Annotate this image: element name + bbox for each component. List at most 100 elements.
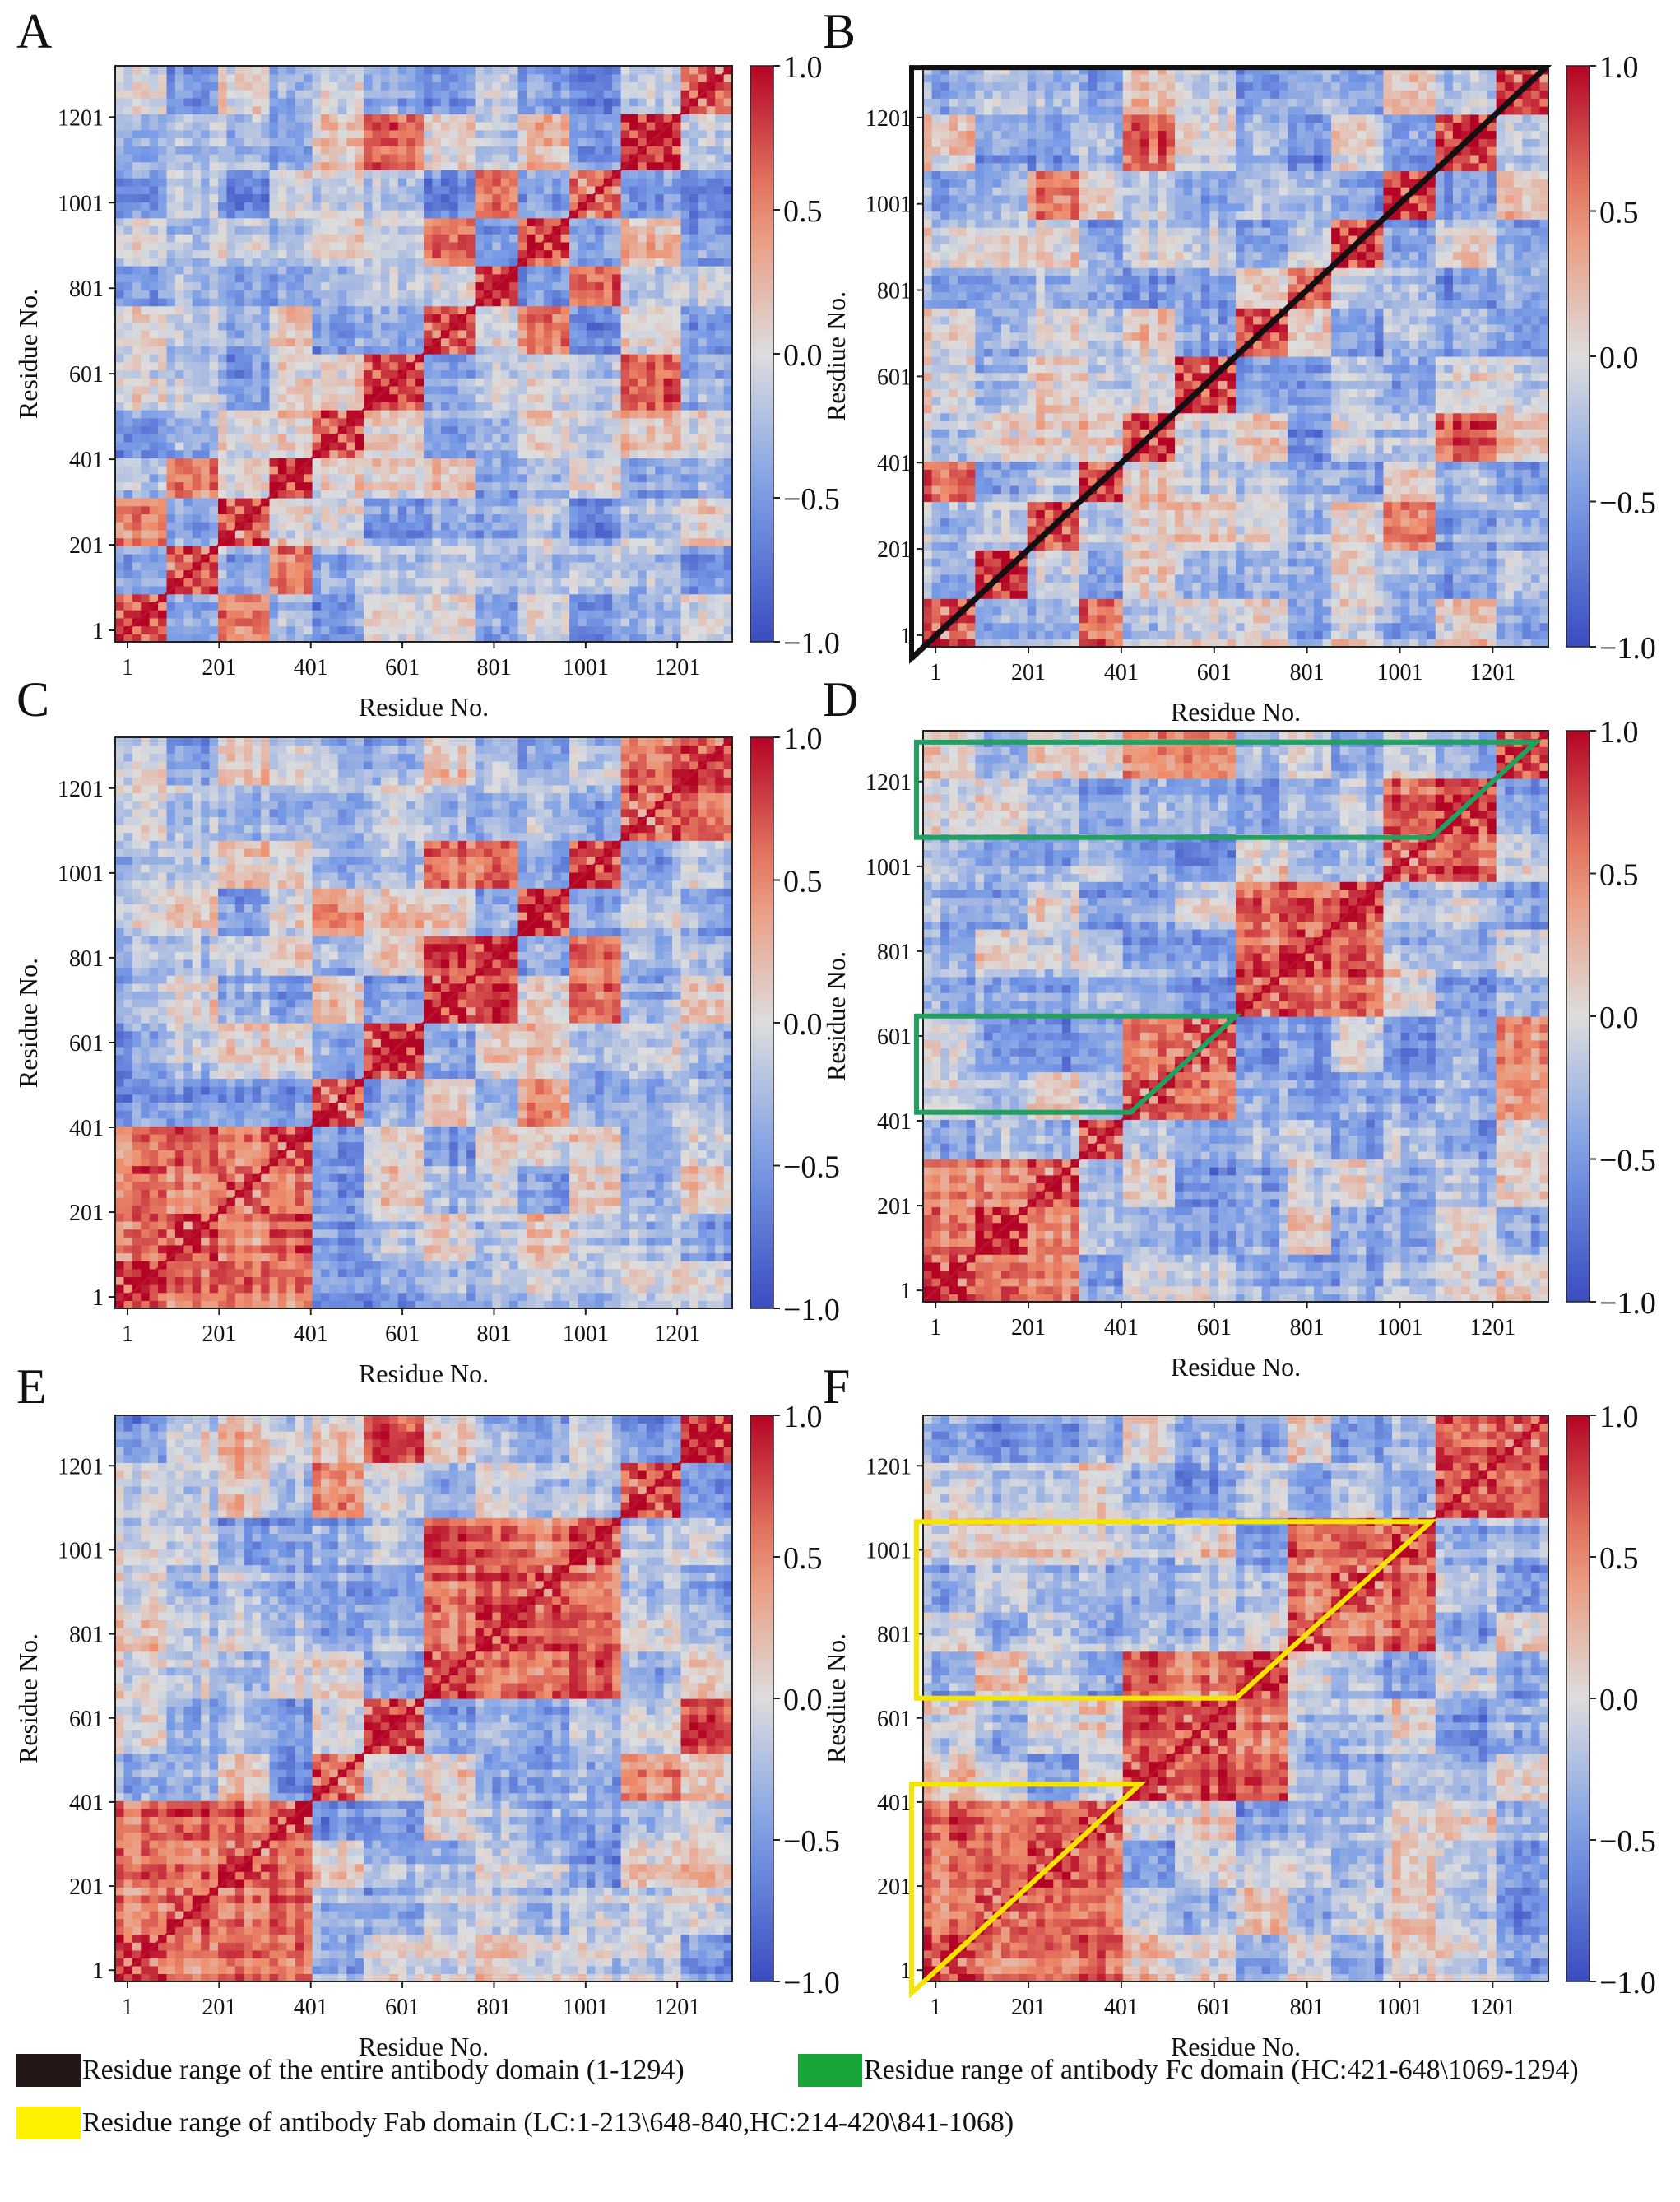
- x-tick-label: 201: [1011, 1315, 1046, 1340]
- colorbar-tick-label: 0.5: [1599, 858, 1639, 893]
- colorbar-tick-label: −1.0: [1599, 631, 1656, 666]
- x-axis-label: Residue No.: [359, 1359, 489, 1388]
- y-tick-label: 801: [69, 1623, 104, 1648]
- x-axis-label: Residue No.: [1171, 2032, 1301, 2061]
- colorbar-tick-label: −0.5: [1599, 1144, 1656, 1178]
- x-tick-label: 601: [1197, 660, 1232, 685]
- colorbar-tick-label: −0.5: [1599, 486, 1656, 521]
- y-tick-label: 201: [877, 537, 912, 563]
- y-tick-label: 1: [900, 624, 912, 649]
- y-tick-label: 201: [877, 1194, 912, 1219]
- colorbar: 1.0 0.5 0.0 −0.5 −1.0: [750, 1400, 840, 2000]
- y-tick-label: 1001: [866, 855, 912, 880]
- x-tick-label: 201: [1011, 660, 1046, 685]
- panel-d: D1 201 401 601 801 1001 1201120140160180110011…: [821, 672, 1656, 1382]
- y-tick-label: 1001: [58, 1538, 104, 1563]
- x-tick-label: 401: [294, 1322, 328, 1347]
- y-axis-label: Residue No.: [13, 289, 43, 419]
- x-tick-label: 1001: [1376, 1315, 1422, 1340]
- y-tick-label: 601: [69, 1031, 104, 1057]
- colorbar-tick-label: 0.0: [783, 1683, 823, 1717]
- x-tick-label: 1: [930, 1995, 941, 2020]
- x-tick-label: 601: [385, 1995, 420, 2020]
- x-tick-label: 1: [930, 660, 941, 685]
- x-tick-label: 601: [385, 655, 420, 681]
- x-tick-label: 801: [1290, 1315, 1325, 1340]
- x-tick-label: 1001: [1376, 660, 1422, 685]
- heatmap-c: [115, 737, 733, 1309]
- y-tick-label: 1: [900, 1279, 912, 1304]
- colorbar-tick-label: 0.5: [1599, 1541, 1639, 1576]
- heatmap-f: [923, 1415, 1549, 1982]
- x-tick-label: 201: [202, 1322, 236, 1347]
- panel-label: A: [16, 4, 52, 58]
- colorbar-tick-label: −1.0: [783, 1966, 840, 2000]
- x-tick-label: 201: [202, 655, 236, 681]
- y-tick-label: 401: [877, 451, 912, 476]
- y-tick-label: 1001: [58, 191, 104, 216]
- colorbar-tick-label: −0.5: [783, 1824, 840, 1859]
- y-tick-label: 1: [900, 1958, 912, 1984]
- y-tick-label: 1: [92, 1958, 104, 1984]
- y-tick-label: 1201: [58, 1454, 104, 1480]
- y-tick-label: 1201: [58, 105, 104, 131]
- colorbar-tick-label: 0.0: [783, 1007, 823, 1042]
- legend-item-fc-domain: Residue range of antibody Fc domain (HC:…: [798, 2054, 1579, 2087]
- y-tick-label: 1: [92, 619, 104, 644]
- panel-label: C: [16, 672, 49, 727]
- x-tick-label: 1: [930, 1315, 941, 1340]
- legend-item-entire-domain: Residue range of the entire antibody dom…: [16, 2054, 685, 2087]
- y-tick-label: 601: [877, 1024, 912, 1050]
- heatmap-e: [115, 1415, 733, 1982]
- plot-frame: [114, 65, 733, 643]
- y-tick-label: 1201: [866, 770, 912, 796]
- x-tick-label: 1201: [654, 1322, 700, 1347]
- panel-f: F1 201 401 601 801 1001 1201120140160180110011…: [821, 1359, 1656, 2061]
- colorbar-tick-label: 0.5: [1599, 196, 1639, 230]
- heatmap-b: [923, 66, 1549, 648]
- colorbar-tick-label: 0.0: [1599, 1683, 1639, 1717]
- y-tick-label: 801: [69, 946, 104, 972]
- y-tick-label: 801: [877, 940, 912, 965]
- x-tick-label: 1001: [563, 1995, 609, 2020]
- y-tick-label: 1201: [58, 777, 104, 802]
- colorbar-tick-label: 0.5: [783, 194, 823, 229]
- y-axis-label: Resdiue No.: [821, 291, 851, 421]
- x-tick-label: 401: [1104, 1315, 1139, 1340]
- colorbar-tick-label: −1.0: [1599, 1286, 1656, 1321]
- panel-label: F: [823, 1359, 850, 1414]
- y-tick-label: 201: [69, 1874, 104, 1900]
- y-tick-label: 801: [877, 279, 912, 304]
- x-tick-label: 1201: [654, 655, 700, 681]
- colorbar: 1.0 0.5 0.0 −0.5 −1.0: [750, 722, 840, 1327]
- y-tick-label: 201: [877, 1874, 912, 1900]
- x-axis-label: Residue No.: [1171, 1352, 1301, 1382]
- colorbar-tick-label: 0.0: [1599, 341, 1639, 375]
- colorbar-tick-label: 1.0: [783, 1400, 823, 1434]
- legend-label-fab-domain: Residue range of antibody Fab domain (LC…: [82, 2107, 1014, 2139]
- colorbar: 1.0 0.5 0.0 −0.5 −1.0: [1566, 50, 1656, 666]
- colorbar: 1.0 0.5 0.0 −0.5 −1.0: [1566, 1400, 1656, 2000]
- plot-frame: [114, 736, 733, 1309]
- colorbar-tick-label: −1.0: [783, 1293, 840, 1327]
- panel-c: C1 201 401 601 801 1001 1201120140160180110011…: [13, 672, 840, 1388]
- colorbar-tick-label: 1.0: [783, 50, 823, 85]
- colorbar-tick-label: −0.5: [783, 482, 840, 517]
- x-tick-label: 601: [385, 1322, 420, 1347]
- colorbar-tick-label: 0.5: [783, 1541, 823, 1576]
- x-tick-label: 201: [202, 1995, 236, 2020]
- y-tick-label: 1201: [866, 106, 912, 132]
- colorbar-tick-label: 1.0: [1599, 715, 1639, 750]
- colorbar-tick-label: −0.5: [1599, 1824, 1656, 1859]
- y-tick-label: 401: [877, 1109, 912, 1135]
- x-axis-label: Residue No.: [1171, 697, 1301, 727]
- legend-swatch-green: [798, 2054, 862, 2087]
- x-tick-label: 401: [1104, 1995, 1139, 2020]
- colorbar-tick-label: 0.0: [1599, 1001, 1639, 1035]
- legend-swatch-black: [16, 2054, 81, 2087]
- domain-overlay: [909, 1782, 1147, 1999]
- y-tick-label: 201: [69, 533, 104, 559]
- x-tick-label: 601: [1197, 1995, 1232, 2020]
- legend-label-fc-domain: Residue range of antibody Fc domain (HC:…: [864, 2055, 1579, 2086]
